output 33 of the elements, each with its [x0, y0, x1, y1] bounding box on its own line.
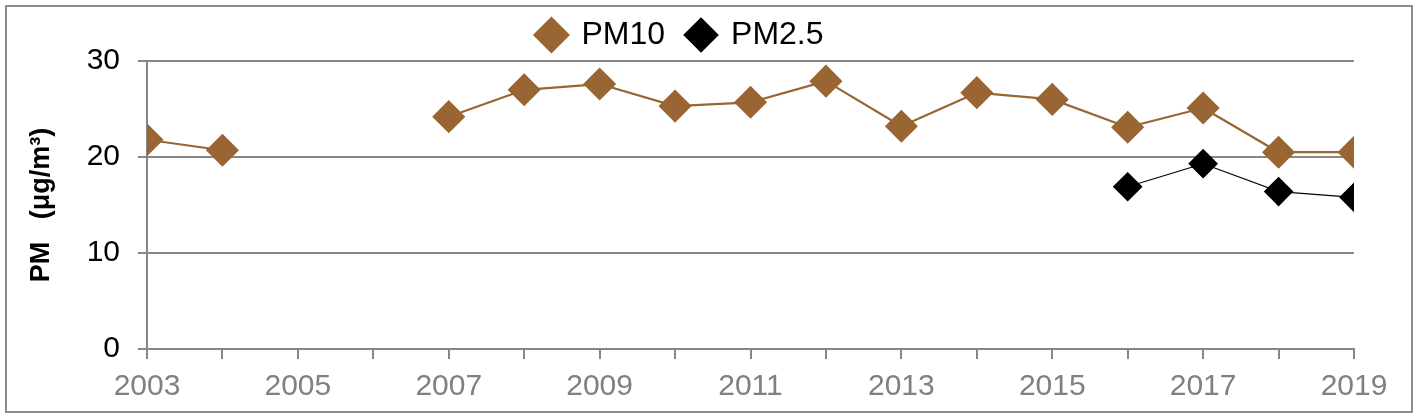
y-tick-label: 30 [86, 42, 120, 76]
point [960, 76, 993, 109]
y-tick-label: 10 [86, 234, 120, 268]
point [1111, 111, 1144, 144]
point [658, 90, 692, 123]
point [1113, 172, 1143, 202]
x-tick-label: 2017 [1169, 368, 1237, 402]
point [1263, 176, 1294, 207]
point [885, 110, 918, 143]
x-tick-label: 2013 [868, 368, 935, 402]
point [432, 100, 465, 133]
chart-frame: PM (μg/m³) PM10 PM2.5 2003 2005 2007 2009 2011 2013 2015 2017 2019 0 10 20 30 [5, 5, 1413, 413]
x-tick-label: 2019 [1320, 368, 1388, 402]
x-tick-label: 2011 [718, 368, 783, 402]
y-axis-title: PM (μg/m³) [24, 127, 55, 283]
x-tick-label: 2007 [415, 368, 483, 402]
point [583, 67, 616, 101]
legend-label: PM2.5 [731, 14, 824, 51]
point [1262, 136, 1295, 169]
point [1188, 149, 1218, 179]
x-tick-label: 2003 [113, 368, 181, 402]
point [508, 73, 541, 106]
x-tick-label: 2005 [264, 368, 332, 402]
legend-label: PM10 [581, 14, 666, 51]
x-tick-label: 2009 [566, 368, 633, 402]
point [206, 134, 239, 167]
point [734, 86, 767, 119]
y-tick-label: 0 [103, 330, 120, 364]
x-tick-label: 2015 [1018, 368, 1086, 402]
point [809, 65, 843, 98]
point [1187, 91, 1220, 125]
point [1036, 83, 1069, 116]
y-tick-label: 20 [86, 138, 120, 172]
